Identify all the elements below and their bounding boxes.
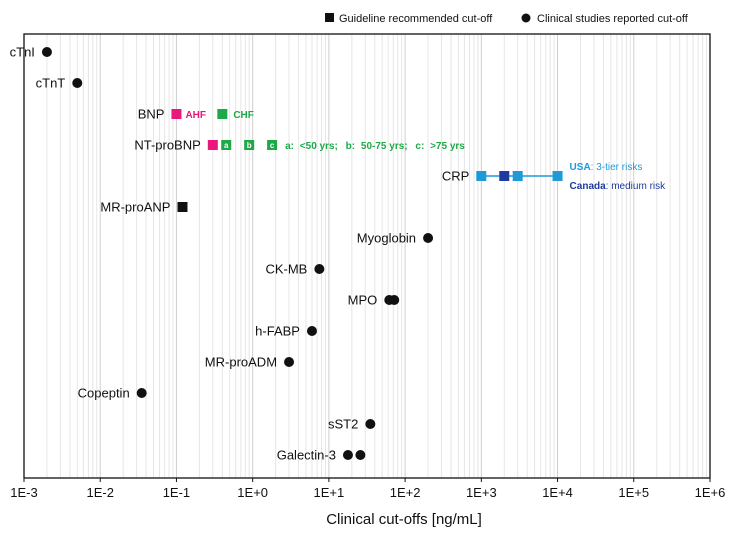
marker-label-mr-proadm: MR-proADM: [205, 355, 277, 370]
point-nt-probnp-2: [221, 140, 232, 150]
x-axis-title: Clinical cut-offs [ng/mL]: [326, 511, 482, 528]
point-mpo-2: [389, 295, 400, 305]
nt-probnp-tag-b: b: [247, 141, 252, 150]
point-sst2-1: [365, 419, 376, 429]
point-mr-proanp-1: [177, 202, 188, 212]
point-crp-4: [552, 171, 563, 181]
point-bnp-2: [217, 109, 228, 119]
nt-probnp-tag-a: a: [224, 141, 229, 150]
marker-label-nt-probnp: NT-proBNP: [134, 138, 200, 153]
marker-label-mpo: MPO: [348, 293, 378, 308]
legend-square-marker: [325, 13, 334, 22]
legend-circle-label: Clinical studies reported cut-off: [537, 13, 689, 25]
marker-label-mr-proanp: MR-proANP: [100, 200, 170, 215]
point-ck-mb-1: [314, 264, 325, 274]
marker-label-ctni: cTnI: [10, 45, 35, 60]
crp-usa-value: : 3-tier risks: [591, 162, 643, 173]
x-tick-label: 1E-2: [86, 485, 113, 500]
crp-usa-key: USA: [570, 162, 591, 173]
point-h-fabp-1: [306, 326, 317, 336]
nt-probnp-tag-c: c: [270, 141, 275, 150]
x-tick-label: 1E-1: [163, 485, 190, 500]
age-a-key: a:: [285, 141, 294, 152]
point-mr-proadm-1: [284, 357, 295, 367]
crp-canada-note: Canada: medium risk: [570, 181, 667, 192]
crp-usa-note: USA: 3-tier risks: [570, 162, 643, 173]
point-copeptin-1: [136, 388, 147, 398]
point-nt-probnp-1: [207, 140, 218, 150]
point-ctni-1: [41, 47, 52, 57]
point-crp-2: [499, 171, 510, 181]
age-b-value: 50-75 yrs;: [361, 141, 408, 152]
marker-label-ck-mb: CK-MB: [265, 262, 307, 277]
point-myoglobin-1: [423, 233, 434, 243]
x-tick-label: 1E+6: [695, 485, 726, 500]
x-tick-label: 1E+0: [237, 485, 268, 500]
x-tick-label: 1E+2: [390, 485, 421, 500]
age-a-value: <50 yrs;: [300, 141, 338, 152]
marker-label-myoglobin: Myoglobin: [357, 231, 416, 246]
x-tick-label: 1E+1: [314, 485, 345, 500]
bnp-ahf-label: AHF: [185, 110, 206, 121]
point-crp-1: [476, 171, 487, 181]
point-bnp-1: [171, 109, 182, 119]
point-galectin-3-2: [355, 450, 366, 460]
point-nt-probnp-4: [267, 140, 278, 150]
marker-label-h-fabp: h-FABP: [255, 324, 300, 339]
marker-label-crp: CRP: [442, 169, 469, 184]
age-b-key: b:: [346, 141, 355, 152]
legend-circle-marker: [521, 13, 531, 23]
plot-frame: [23, 33, 711, 479]
nt-probnp-age-groups: a: <50 yrs; b: 50-75 yrs; c: >75 yrs: [285, 141, 465, 152]
marker-label-bnp: BNP: [138, 107, 165, 122]
x-tick-label: 1E+4: [542, 485, 573, 500]
gridlines: [46, 34, 708, 478]
crp-canada-key: Canada: [570, 181, 607, 192]
crp-canada-value: : medium risk: [606, 181, 666, 192]
marker-label-galectin-3: Galectin-3: [277, 448, 336, 463]
legend-square-label: Guideline recommended cut-off: [339, 13, 493, 25]
point-galectin-3-1: [342, 450, 353, 460]
marker-label-copeptin: Copeptin: [78, 386, 130, 401]
bnp-chf-label: CHF: [233, 110, 254, 121]
marker-label-ctnt: cTnT: [36, 76, 66, 91]
point-nt-probnp-3: [244, 140, 255, 150]
x-tick-label: 1E+3: [466, 485, 497, 500]
data-marks: cTnI cTnT BNP NT-proBNP a b c CRP MR-proANP Myogl…: [10, 45, 563, 463]
age-c-value: >75 yrs: [430, 141, 465, 152]
x-axis-ticks: 1E-3 1E-2 1E-1 1E+0 1E+1 1E+2 1E+3 1E+4 1E+5 1E+6: [10, 478, 725, 500]
point-crp-3: [512, 171, 523, 181]
marker-label-sst2: sST2: [328, 417, 358, 432]
point-ctnt-1: [72, 78, 83, 88]
x-tick-label: 1E+5: [618, 485, 649, 500]
age-c-key: c:: [415, 141, 424, 152]
x-tick-label: 1E-3: [10, 485, 37, 500]
